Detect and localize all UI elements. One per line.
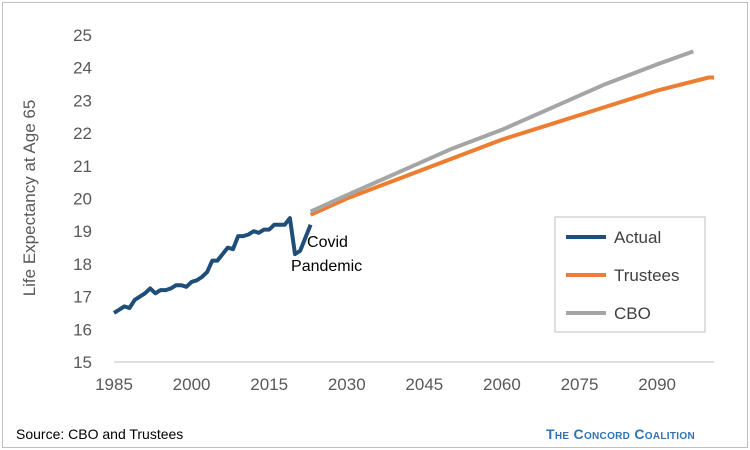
- y-axis-ticks: 15 16 17 18 19 20 21 22 23 24 25: [73, 26, 92, 372]
- x-tick-label: 2060: [483, 375, 521, 394]
- brand-logo-text: The Concord Coalition: [546, 426, 695, 442]
- y-tick-label: 20: [73, 190, 92, 209]
- legend-label-actual: Actual: [614, 228, 661, 247]
- annotation-pandemic: Pandemic: [291, 258, 362, 275]
- annotation-covid: Covid: [307, 234, 348, 251]
- legend-label-trustees: Trustees: [614, 266, 680, 285]
- y-tick-label: 21: [73, 157, 92, 176]
- y-tick-label: 18: [73, 255, 92, 274]
- x-tick-label: 2030: [328, 375, 366, 394]
- series-cbo-line: [309, 49, 694, 214]
- x-tick-label: 2015: [250, 375, 288, 394]
- x-tick-label: 1985: [95, 375, 133, 394]
- y-tick-label: 16: [73, 320, 92, 339]
- y-tick-label: 22: [73, 124, 92, 143]
- y-tick-label: 17: [73, 288, 92, 307]
- x-tick-label: 2090: [638, 375, 676, 394]
- legend-label-cbo: CBO: [614, 304, 651, 323]
- series-trustees-line: [309, 75, 714, 217]
- y-tick-label: 19: [73, 222, 92, 241]
- y-tick-label: 23: [73, 91, 92, 110]
- y-tick-label: 24: [73, 59, 92, 78]
- y-axis-label: Life Expectancy at Age 65: [20, 100, 39, 297]
- x-tick-label: 2045: [405, 375, 443, 394]
- x-tick-label: 2000: [173, 375, 211, 394]
- legend: Actual Trustees CBO: [554, 216, 706, 333]
- source-note: Source: CBO and Trustees: [16, 426, 184, 442]
- y-tick-label: 15: [73, 353, 92, 372]
- series-lines: [112, 49, 714, 315]
- x-tick-label: 2075: [561, 375, 599, 394]
- x-axis-ticks: 1985 2000 2015 2030 2045 2060 2075 2090: [95, 375, 676, 394]
- y-tick-label: 25: [73, 26, 92, 45]
- series-actual-line: [112, 216, 313, 315]
